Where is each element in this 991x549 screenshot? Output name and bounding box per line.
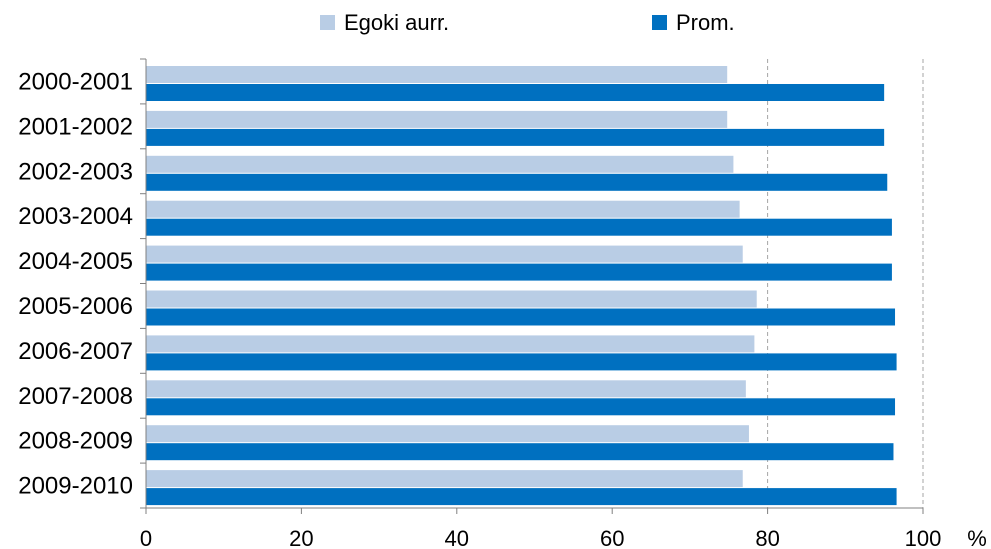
x-tick-label-2: 40	[445, 526, 469, 549]
x-tick-label-3: 60	[600, 526, 624, 549]
category-label-8: 2008-2009	[18, 428, 133, 455]
legend-swatch-0	[320, 15, 335, 30]
legend-swatch-1	[652, 15, 667, 30]
legend-label-0: Egoki aurr.	[344, 10, 449, 35]
bar-1-8	[146, 443, 894, 461]
category-label-3: 2003-2004	[18, 203, 133, 230]
x-tick-label-4: 80	[755, 526, 779, 549]
x-tick-label-0: 0	[140, 526, 152, 549]
category-label-4: 2004-2005	[18, 248, 133, 275]
category-label-1: 2001-2002	[18, 113, 133, 140]
bar-0-9	[146, 470, 743, 488]
legend: Egoki aurr. Prom.	[320, 10, 735, 35]
bar-0-7	[146, 380, 746, 398]
bar-0-6	[146, 335, 755, 353]
bar-1-5	[146, 308, 896, 326]
legend-label-1: Prom.	[676, 10, 735, 35]
tick-labels: 0 20 40 60 80 100	[140, 526, 941, 549]
bar-0-0	[146, 66, 728, 83]
bar-1-1	[146, 128, 885, 146]
category-label-7: 2007-2008	[18, 383, 133, 410]
category-label-5: 2005-2006	[18, 293, 133, 320]
category-label-2: 2002-2003	[18, 158, 133, 185]
bar-1-0	[146, 84, 885, 101]
bar-1-4	[146, 263, 892, 281]
unit-label: %	[967, 526, 987, 549]
bar-0-3	[146, 200, 740, 218]
category-label-9: 2009-2010	[18, 473, 133, 500]
bar-1-9	[146, 488, 897, 506]
x-tick-label-1: 20	[289, 526, 313, 549]
bar-0-4	[146, 245, 743, 263]
bars	[146, 66, 897, 506]
category-label-6: 2006-2007	[18, 338, 133, 365]
bar-0-8	[146, 425, 749, 443]
category-label-0: 2000-2001	[18, 68, 133, 95]
category-labels: 2000-2001 2001-2002 2002-2003 2003-2004 2004…	[18, 68, 133, 499]
bar-1-6	[146, 353, 897, 371]
gridlines	[767, 59, 924, 508]
bar-0-1	[146, 110, 728, 128]
bar-0-5	[146, 290, 757, 308]
bar-1-7	[146, 398, 896, 416]
bar-1-2	[146, 173, 888, 191]
bar-0-2	[146, 155, 734, 173]
axes	[140, 58, 924, 514]
bar-1-3	[146, 218, 892, 236]
x-tick-label-5: 100	[905, 526, 942, 549]
